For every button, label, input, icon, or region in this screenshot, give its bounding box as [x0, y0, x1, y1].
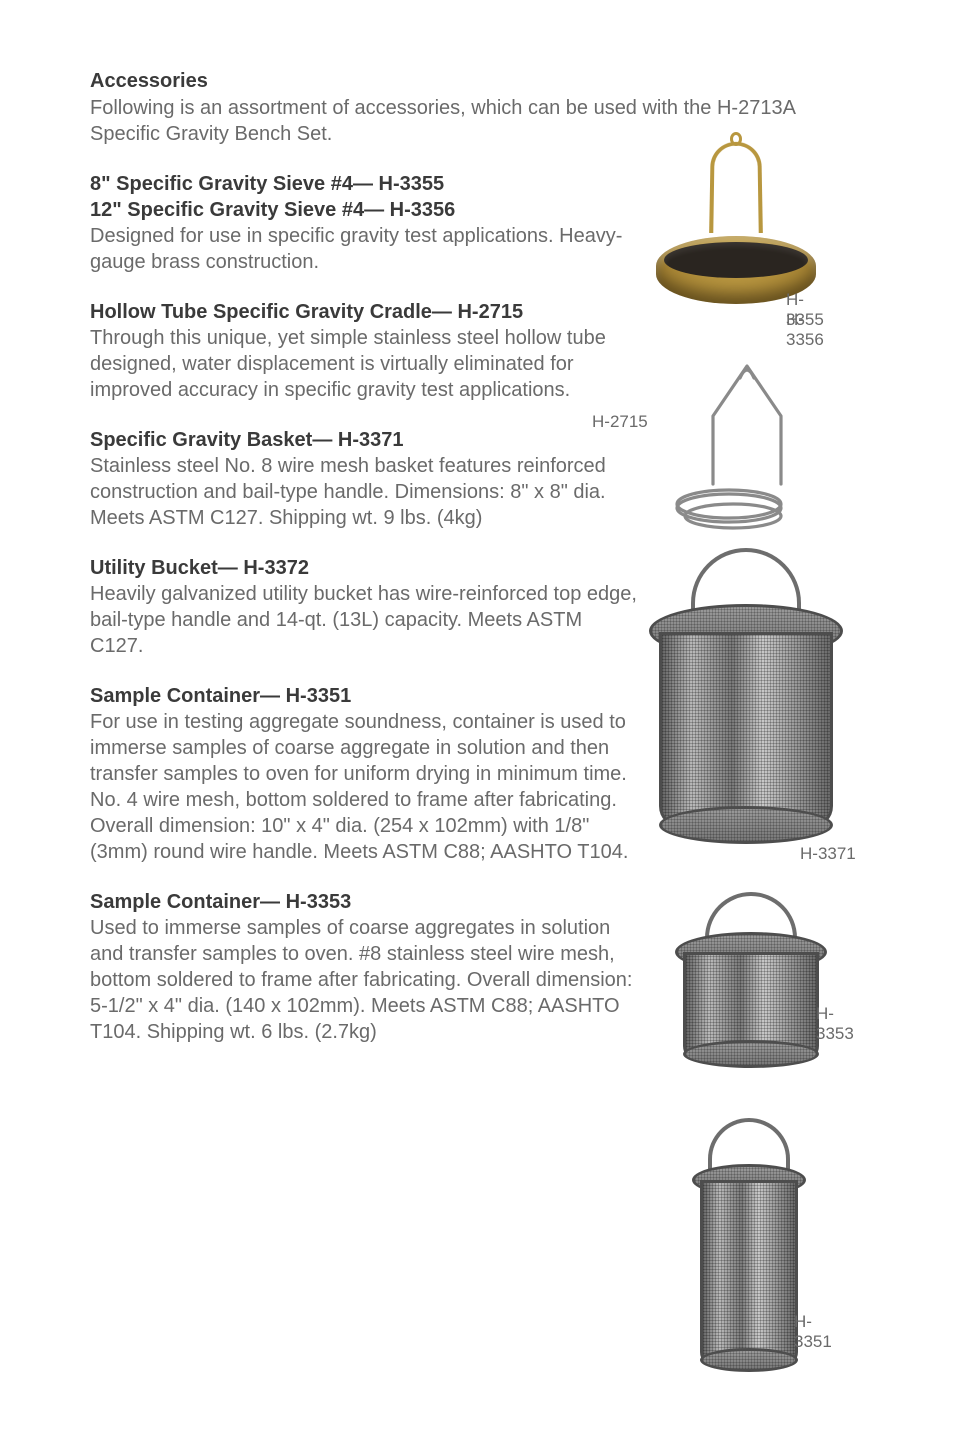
item-heading: Hollow Tube Specific Gravity Cradle— H-2…	[90, 299, 638, 325]
intro-block: Accessories Following is an assortment o…	[90, 70, 638, 147]
item-body: For use in testing aggregate soundness, …	[90, 709, 638, 865]
item-body: Through this unique, yet simple stainles…	[90, 325, 638, 403]
item-container-3353: Sample Container— H-3353 Used to immerse…	[90, 889, 638, 1045]
figure-label: H-3371	[800, 844, 856, 864]
item-body: Heavily galvanized utility bucket has wi…	[90, 581, 638, 659]
content-column: Accessories Following is an assortment o…	[90, 70, 638, 1045]
figure-label: H-2715	[592, 412, 648, 432]
figure-sieve: H-3355 H-3356	[636, 140, 836, 330]
item-heading: Sample Container— H-3351	[90, 683, 638, 709]
item-heading: 8" Specific Gravity Sieve #4— H-3355	[90, 171, 638, 197]
item-utility-bucket: Utility Bucket— H-3372 Heavily galvanize…	[90, 555, 638, 659]
item-body: Used to immerse samples of coarse aggreg…	[90, 915, 638, 1045]
item-heading: 12" Specific Gravity Sieve #4— H-3356	[90, 197, 638, 223]
item-container-3351: Sample Container— H-3351 For use in test…	[90, 683, 638, 865]
figure-label: H-3353	[816, 1004, 854, 1044]
item-body: Stainless steel No. 8 wire mesh basket f…	[90, 453, 638, 531]
accessories-heading: Accessories	[90, 70, 638, 93]
figure-basket-3371: H-3371	[636, 548, 856, 848]
figure-cradle: H-2715	[640, 356, 840, 546]
figure-basket-3351: H-3351	[664, 1118, 834, 1378]
figure-basket-3353: H-3353	[656, 892, 846, 1072]
cradle-icon	[655, 356, 825, 546]
item-heading: Specific Gravity Basket— H-3371	[90, 427, 638, 453]
figure-label: H-3351	[794, 1312, 834, 1352]
item-cradle: Hollow Tube Specific Gravity Cradle— H-2…	[90, 299, 638, 403]
item-body: Designed for use in specific gravity tes…	[90, 223, 638, 275]
item-sieve: 8" Specific Gravity Sieve #4— H-3355 12"…	[90, 171, 638, 275]
figure-label: H-3356	[786, 310, 836, 350]
item-heading: Utility Bucket— H-3372	[90, 555, 638, 581]
item-heading: Sample Container— H-3353	[90, 889, 638, 915]
item-basket-3371: Specific Gravity Basket— H-3371 Stainles…	[90, 427, 638, 531]
